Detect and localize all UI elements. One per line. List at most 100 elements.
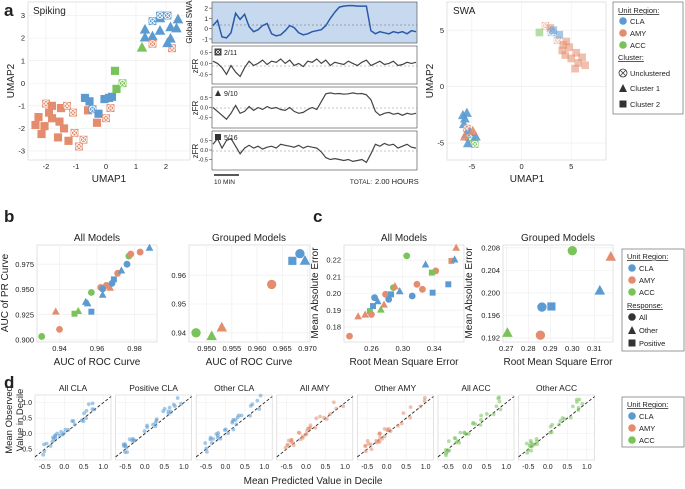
data-point: [547, 302, 556, 311]
calibration-point: [576, 405, 581, 410]
calibration-point: [258, 393, 263, 398]
error-grouped-points: [502, 245, 617, 340]
calibration-point: [226, 431, 230, 435]
y-tick-label: 0.925: [15, 310, 34, 319]
calibration-point: [86, 402, 91, 407]
data-point: [74, 306, 83, 314]
calibration-panel: -0.5 0.0 0.5 1.0 Other CLA: [195, 383, 273, 471]
legend-bc-positive-label: Positive: [639, 339, 665, 348]
y-tick-label: 0.20: [326, 289, 341, 298]
data-point: [558, 46, 567, 55]
calibration-point: [53, 436, 58, 441]
umap-spiking-title: Spiking: [33, 6, 66, 17]
data-point: [370, 303, 376, 310]
data-point: [34, 113, 43, 122]
data-point: [216, 321, 228, 332]
calibration-point: [558, 419, 563, 423]
calibration-point: [491, 412, 496, 417]
y-tick-label: 0.208: [481, 243, 500, 252]
error-all-xlabel: Root Mean Square Error: [350, 357, 460, 368]
data-point: [112, 84, 121, 93]
calibration-x-tick: 0.0: [462, 464, 472, 471]
data-point: [31, 120, 40, 130]
zfr-cluster-1-count: 9/10: [224, 91, 238, 98]
calibration-point: [60, 432, 65, 437]
calibration-point: [209, 441, 214, 445]
error-all-grid: [344, 245, 464, 342]
data-point: [156, 11, 164, 20]
calibration-panel: -0.5 0.0 0.5 1.0 -0.5 0.0 0.5 1.0 All CLA: [20, 383, 112, 471]
zfr-unclustered-count: 2/11: [224, 50, 237, 57]
y-tick-label: 0: [21, 79, 25, 88]
y-tick-label: 0.21: [326, 272, 341, 281]
auc-all-panel: All Models 0.94 0.96 0.980.9000.9250.9500.…: [0, 233, 158, 368]
calibration-point: [418, 404, 423, 409]
calibration-point: [529, 448, 533, 453]
calibration-point: [90, 407, 95, 412]
data-point: [136, 248, 144, 256]
zfr-cluster-1-trace: [212, 92, 417, 121]
zfr-cluster-unclustered-frame: [211, 45, 418, 85]
calibration-point: [494, 404, 499, 409]
data-point: [162, 37, 173, 48]
calibration-panel: -0.5 0.0 0.5 1.0 All AMY: [276, 383, 354, 471]
data-point: [148, 17, 157, 26]
legend-a-cluster1-label: Cluster 1: [630, 84, 660, 93]
data-point: [470, 131, 481, 141]
umap-swa-title: SWA: [453, 6, 476, 17]
zfr-tick-label: 0.5: [200, 139, 208, 145]
data-point: [594, 284, 606, 295]
legend-d: Unit Region: CLA AMY ACC: [621, 396, 685, 448]
calibration-point: [528, 438, 533, 443]
identity-line: [437, 396, 515, 458]
auc-grouped-ticks: 0.950 0.955 0.960 0.965 0.970 0.94 0.95 0.96: [171, 271, 316, 353]
y-tick-label: 2: [21, 34, 25, 43]
data-point: [382, 290, 389, 298]
calibration-frame: [34, 394, 112, 461]
calibration-point: [154, 417, 159, 421]
zfr-tick-label: 0.0: [200, 106, 208, 112]
legend-d-acc-swatch: [628, 436, 636, 444]
global-swa-ticks: 2 1 0 -1: [202, 6, 212, 43]
calibration-point: [532, 442, 536, 447]
x-tick-label: 0: [104, 162, 108, 171]
zfr-cluster-2-trace: [212, 137, 417, 164]
data-point: [535, 28, 544, 37]
data-point: [445, 281, 452, 288]
data-point: [571, 64, 580, 73]
y-tick-label: -1: [18, 101, 25, 110]
calibration-point: [171, 402, 176, 407]
zfr-unclustered-trace: [212, 58, 417, 78]
data-point: [79, 135, 88, 144]
calibration-point: [462, 430, 467, 435]
zfr-label-3: zFR: [191, 143, 200, 158]
calibration-point: [399, 421, 404, 426]
calibration-x-tick: -0.5: [361, 464, 373, 471]
umap-swa-xlabel: UMAP1: [510, 174, 545, 185]
calibration-x-tick: 1.0: [98, 464, 108, 471]
panel-label-d: d: [4, 373, 14, 392]
calibration-point: [458, 430, 463, 435]
data-point: [83, 299, 92, 307]
calibration-panel-title: Other AMY: [375, 383, 417, 393]
calibration-point: [248, 403, 253, 408]
x-tick-label: 0.28: [521, 344, 536, 353]
calibration-point: [161, 409, 166, 414]
data-point: [537, 302, 547, 312]
data-point: [56, 325, 63, 333]
trace-panels: Global SWA 210-1 2/11 zFR 9/10 zFR 5/16 …: [185, 0, 419, 186]
y-tick-label: 1: [21, 56, 25, 65]
data-point: [98, 290, 107, 298]
calibration-x-tick: -0.5: [200, 464, 212, 471]
data-point: [502, 327, 513, 337]
auc-all-xlabel: AUC of ROC Curve: [54, 357, 141, 368]
x-tick-label: 0.955: [222, 344, 241, 353]
calibration-point: [466, 432, 471, 436]
calibration-point: [84, 408, 89, 413]
calibration-point: [574, 400, 579, 404]
calibration-y-tick: -0.5: [20, 447, 32, 454]
calibration-point: [318, 414, 322, 419]
calibration-point: [289, 438, 294, 442]
y-tick-label: 0.900: [15, 336, 34, 345]
calibration-point: [549, 430, 554, 435]
